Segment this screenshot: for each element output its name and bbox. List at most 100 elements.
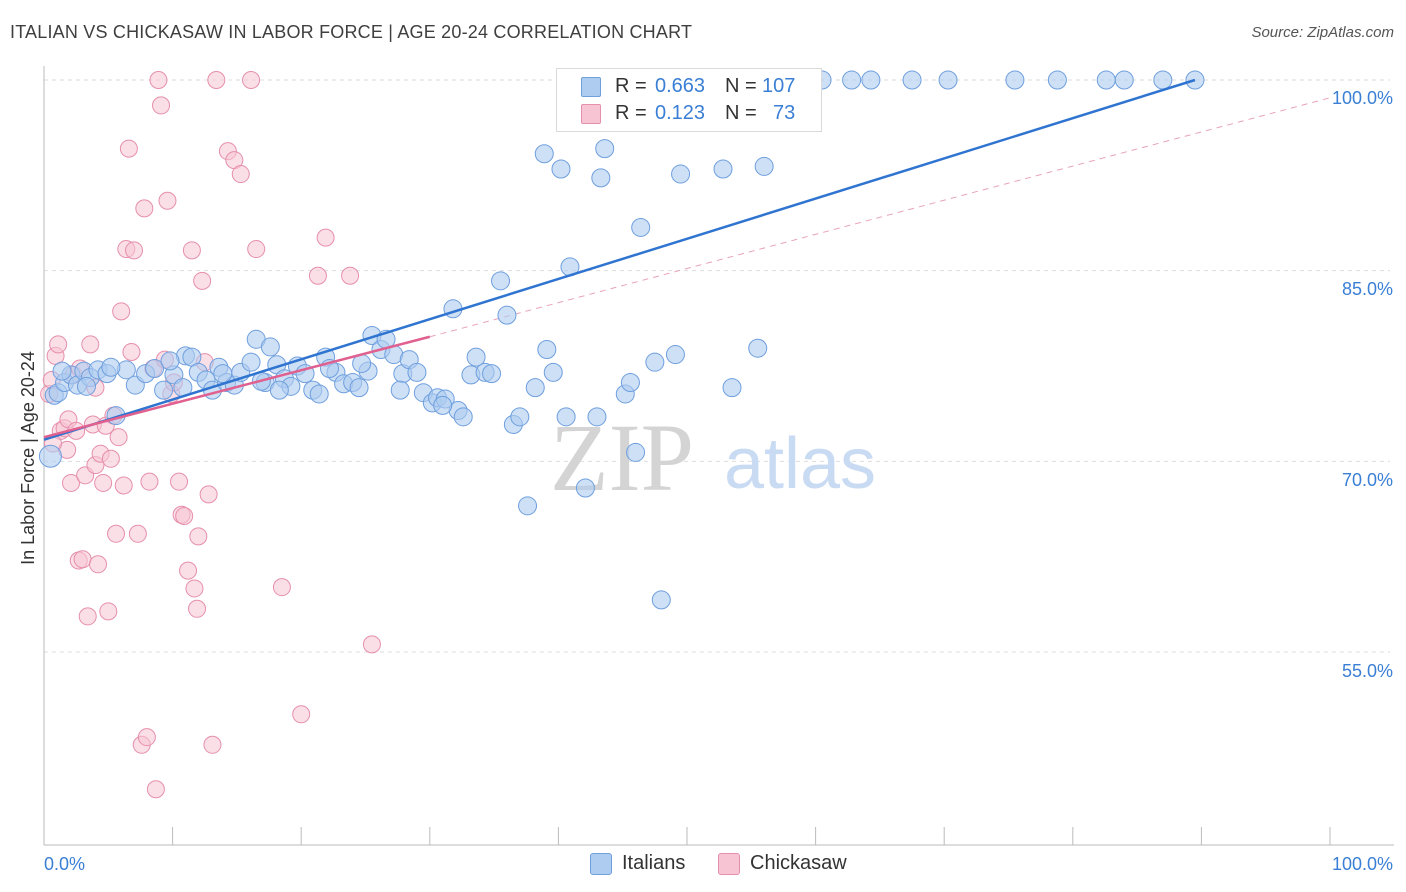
source-label: Source: ZipAtlas.com (1251, 24, 1394, 41)
italians-point (620, 373, 640, 393)
italians-point (38, 444, 62, 468)
chickasaw-point (203, 735, 222, 754)
chickasaw-trend-extension (429, 97, 1331, 338)
chickasaw-point (81, 335, 100, 354)
y-axis-label: In Labor Force | Age 20-24 (18, 351, 38, 565)
chickasaw-point (158, 191, 177, 210)
italians-point (537, 339, 557, 359)
chickasaw-point (170, 472, 189, 491)
italians-point (591, 168, 611, 188)
chickasaw-point (242, 71, 261, 89)
italians-trend-line (43, 78, 1196, 441)
chickasaw-point (308, 266, 327, 285)
chickasaw-point (122, 343, 141, 362)
italians-point (534, 144, 554, 164)
italians-point (213, 364, 233, 384)
watermark-atlas: atlas (724, 424, 876, 504)
italians-point (645, 352, 665, 372)
chart-title: ITALIAN VS CHICKASAW IN LABOR FORCE | AG… (10, 22, 693, 42)
chickasaw-point (316, 228, 335, 247)
italians-point (390, 380, 410, 400)
italians-point (52, 361, 72, 381)
chickasaw-point (188, 599, 207, 618)
grid-lines (44, 79, 1390, 653)
italians-point (713, 159, 733, 179)
chickasaw-point (149, 71, 168, 89)
legend-r-value: 0.663 (655, 75, 706, 97)
italians-point (1096, 70, 1116, 90)
chickasaw-point (140, 472, 159, 491)
italians-point (433, 395, 453, 415)
chickasaw-point (112, 302, 131, 321)
italians-point (575, 478, 595, 498)
italians-point (665, 345, 685, 365)
italians-point (722, 378, 742, 398)
italians-point (525, 378, 545, 398)
italians-point (1047, 70, 1067, 90)
italians-point (466, 347, 486, 367)
chickasaw-point (114, 476, 133, 495)
italians-point (651, 590, 671, 610)
italians-point (407, 362, 427, 382)
italians-point (260, 337, 280, 357)
italians-point (754, 156, 774, 176)
x-tick-label: 0.0% (44, 854, 85, 874)
y-tick-label: 70.0% (1342, 470, 1393, 490)
chickasaw-point (73, 550, 92, 569)
chickasaw-point (272, 578, 291, 597)
italians-point (482, 364, 502, 384)
italians-point (543, 362, 563, 382)
legend-r-label: R = (615, 75, 647, 97)
legend-swatch-chickasaw (581, 104, 601, 124)
chickasaw-point (119, 139, 138, 158)
trend-lines (43, 78, 1196, 441)
chickasaw-point (185, 579, 204, 598)
chickasaw-point (207, 71, 226, 89)
chickasaw-trend-line (43, 335, 431, 439)
italians-point (269, 380, 289, 400)
watermark: ZIP atlas (550, 404, 876, 511)
chickasaw-point (199, 485, 218, 504)
legend-r-value: 0.123 (655, 102, 706, 124)
chickasaw-point (193, 271, 212, 290)
tick-labels: 55.0% 70.0% 85.0% 100.0% 0.0% 100.0% (44, 88, 1393, 874)
chickasaw-point (362, 635, 381, 654)
bottom-legend-swatch-chickasaw (718, 853, 740, 875)
chickasaw-point (128, 524, 147, 543)
chickasaw-point (247, 240, 266, 259)
italians-point (842, 70, 862, 90)
chickasaw-point (182, 241, 201, 260)
chickasaw-point (99, 602, 118, 621)
italians-point (861, 70, 881, 90)
italians-point (671, 164, 691, 184)
reference-line (429, 97, 1331, 338)
italians-point (309, 384, 329, 404)
italians-point (154, 380, 174, 400)
italians-point (587, 407, 607, 427)
chickasaw-point (152, 96, 171, 115)
italians-point (1005, 70, 1025, 90)
italians-point (241, 352, 261, 372)
italians-point (510, 407, 530, 427)
chickasaw-point (89, 555, 108, 574)
chickasaw-point (107, 524, 126, 543)
chickasaw-point (137, 728, 156, 747)
italians-point (76, 376, 96, 396)
chickasaw-point (125, 241, 144, 260)
bottom-legend-label-chickasaw: Chickasaw (750, 852, 847, 874)
axes (43, 66, 1394, 846)
chickasaw-point (292, 705, 311, 724)
italians-point (160, 351, 180, 371)
legend-swatch-italians (581, 77, 601, 97)
italians-point (453, 407, 473, 427)
italians-point (556, 407, 576, 427)
chickasaw-point (94, 473, 113, 492)
italians-point (748, 338, 768, 358)
italians-point (491, 271, 511, 291)
chickasaw-point (135, 199, 154, 218)
italians-points (38, 70, 1205, 610)
italians-point (145, 359, 165, 379)
chickasaw-point (62, 473, 81, 492)
legend-n-value: 73 (773, 102, 796, 124)
